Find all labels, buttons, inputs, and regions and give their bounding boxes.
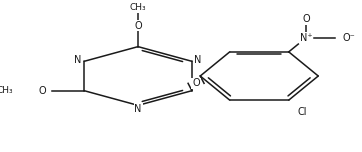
Text: N: N [134, 104, 142, 114]
Text: N⁺: N⁺ [300, 33, 313, 43]
Text: Cl: Cl [298, 107, 307, 117]
Text: O⁻: O⁻ [343, 33, 356, 43]
Text: O: O [303, 14, 310, 24]
Text: N: N [194, 55, 202, 65]
Text: CH₃: CH₃ [0, 86, 13, 95]
Text: O: O [39, 86, 47, 96]
Text: CH₃: CH₃ [130, 3, 146, 12]
Text: N: N [75, 55, 82, 65]
Text: O: O [134, 21, 142, 31]
Text: O: O [192, 78, 200, 88]
